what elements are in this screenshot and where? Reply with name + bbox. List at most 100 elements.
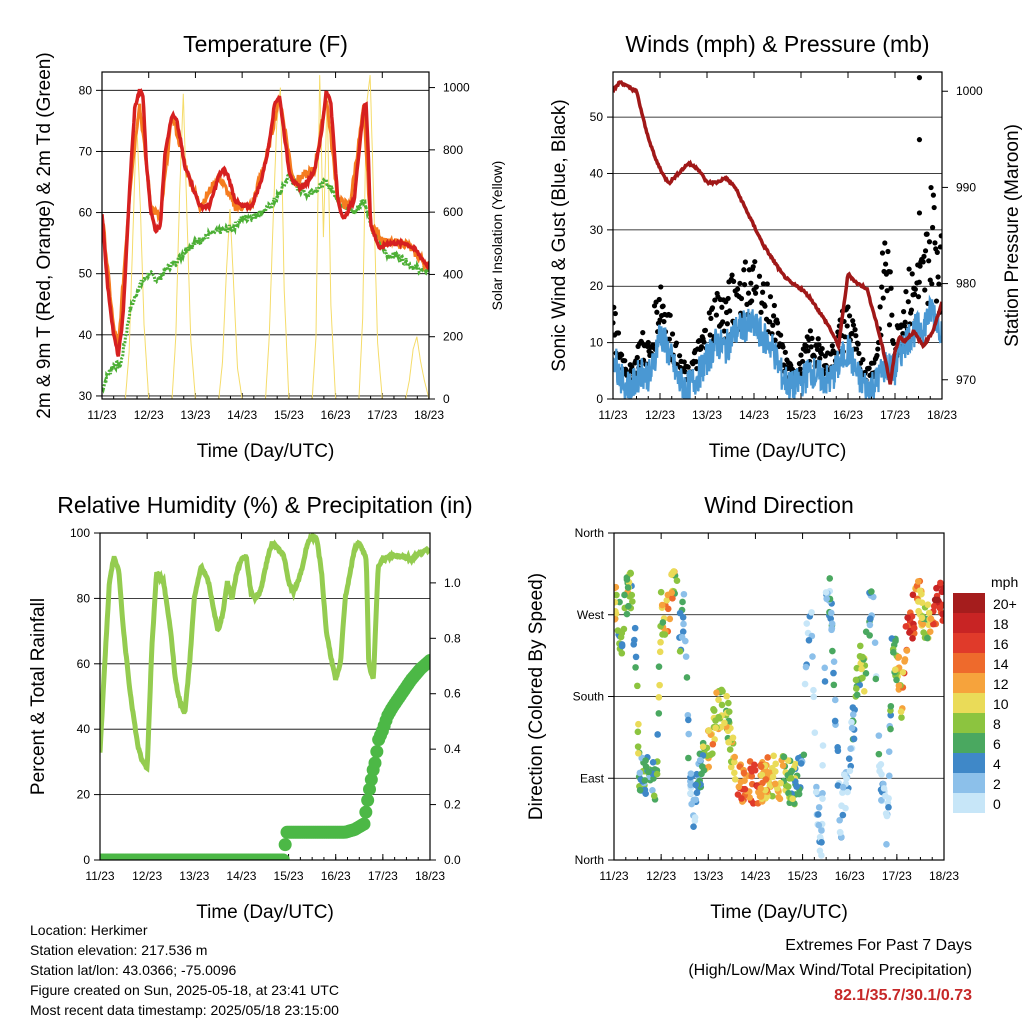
gust-point [903,289,909,295]
direction-point [655,694,663,701]
precip-point [359,805,373,819]
gust-point [767,319,773,325]
direction-point [634,682,641,690]
panel-2: Winds (mph) & Pressure (mb) Time (Day/UTC… [549,31,1023,462]
direction-point [893,676,900,684]
direction-point [860,688,868,695]
gust-point [749,298,755,304]
gust-point [658,284,664,290]
y-tick-label: 70 [79,144,93,158]
direction-point [828,626,835,634]
direction-point [699,743,707,750]
direction-point [713,689,720,697]
gust-point [708,315,714,322]
direction-point [815,821,823,829]
direction-point [793,783,800,790]
colorbar-swatch [953,733,985,753]
gust-point [742,282,748,288]
gust-point [656,296,662,303]
direction-point [875,750,883,758]
gust-point [875,346,881,352]
gust-point [667,312,673,318]
direction-point [814,811,822,818]
direction-point [727,763,735,771]
gust-point [888,285,894,291]
direction-point [658,601,666,609]
direction-point [636,769,644,777]
direction-point [627,569,634,577]
elevation-text: Station elevation: 217.536 m [30,942,208,958]
direction-point [731,776,739,783]
x-tick-label: 14/23 [739,408,769,422]
direction-point [836,816,843,824]
direction-point [788,767,796,775]
gust-point [669,331,676,337]
direction-point [853,685,860,692]
precip-point [364,773,378,787]
x-tick-label: 15/23 [786,408,816,422]
direction-point [698,763,706,770]
x-tick-label: 16/23 [321,869,351,883]
direction-point [624,584,632,591]
direction-point [853,691,861,699]
gust-point [756,273,763,279]
direction-point [925,609,933,617]
x-axis-title: Time (Day/UTC) [197,441,335,462]
gust-point [932,240,938,246]
direction-point [748,767,756,775]
direction-point [830,658,838,665]
direction-point [693,789,701,797]
gust-point [798,352,804,358]
gust-point [844,323,850,329]
direction-point [634,743,642,750]
direction-point [631,636,638,644]
gust-point [693,359,699,365]
direction-point [734,791,742,798]
gust-point [760,281,767,287]
gust-point [937,244,942,250]
x-tick-label: 11/23 [598,408,627,422]
direction-point [801,680,809,688]
y2-tick-label: 0.0 [444,853,461,867]
x-tick-label: 17/23 [880,408,910,422]
direction-point [859,674,866,682]
direction-point [910,624,918,632]
gust-point [916,279,922,285]
direction-point [818,827,825,834]
direction-point [839,811,847,819]
direction-point [856,642,864,650]
gust-point [764,281,770,287]
extremes-subtitle: (High/Low/Max Wind/Total Precipitation) [688,962,972,979]
gust-point [780,344,786,350]
direction-point [614,598,619,606]
direction-point [871,639,879,646]
gust-point [929,281,935,287]
direction-point [909,591,917,599]
plot-border [613,532,945,861]
colorbar-swatch [953,713,985,733]
direction-point [685,754,692,762]
y2-tick-label: 0 [443,392,450,406]
direction-point [623,576,631,583]
gust-point [645,339,651,346]
gust-point [920,259,926,265]
x-tick-label: 14/23 [740,869,770,883]
direction-point [679,628,687,636]
gust-point [922,248,929,254]
direction-point [757,763,765,770]
gust-point [911,291,918,297]
direction-point [836,829,844,836]
gust-point [935,274,941,280]
gust-point [816,342,822,348]
direction-point [678,633,686,641]
direction-point [810,693,817,701]
direction-point [692,796,700,804]
direction-point [769,773,777,781]
direction-point [878,796,885,804]
direction-point [669,595,676,602]
y-tick-label: North [575,526,604,540]
gust-point [921,253,927,259]
y2-tick-label: 990 [956,180,976,194]
direction-point [850,735,858,743]
